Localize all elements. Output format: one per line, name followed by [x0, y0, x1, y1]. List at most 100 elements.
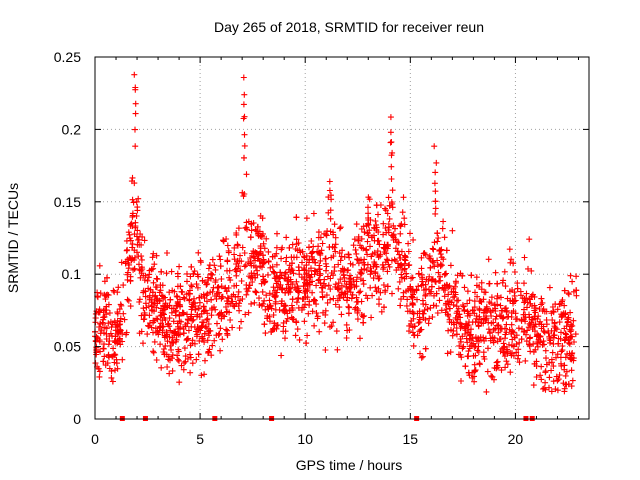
data-point — [271, 270, 278, 277]
data-point — [184, 270, 190, 277]
data-point — [172, 328, 179, 335]
data-point — [224, 332, 231, 339]
data-point — [169, 367, 176, 374]
data-point — [225, 285, 232, 291]
data-point — [174, 356, 181, 363]
data-point — [543, 361, 550, 368]
data-point — [424, 306, 431, 312]
data-point — [468, 272, 475, 279]
data-point — [279, 244, 286, 251]
data-point — [386, 202, 393, 209]
data-point — [559, 347, 566, 354]
data-point — [543, 355, 549, 362]
data-point — [292, 332, 299, 339]
data-point — [548, 388, 555, 395]
data-point — [326, 178, 333, 185]
data-point — [330, 253, 337, 260]
data-point — [396, 278, 403, 285]
data-point — [419, 353, 426, 360]
data-point — [341, 290, 348, 297]
data-point — [260, 252, 266, 259]
data-point — [343, 335, 350, 341]
data-point — [255, 251, 262, 258]
data-point — [154, 316, 161, 323]
data-point — [377, 251, 384, 258]
data-point — [365, 210, 372, 217]
data-point — [480, 349, 487, 356]
data-point — [415, 270, 422, 277]
data-point — [488, 294, 495, 301]
data-point — [212, 266, 219, 273]
data-point — [134, 249, 140, 256]
data-point — [438, 307, 445, 314]
data-point — [399, 209, 406, 216]
data-point — [523, 338, 530, 345]
data-point — [101, 329, 107, 336]
data-point — [241, 131, 248, 138]
data-point — [345, 251, 352, 258]
data-point — [220, 312, 226, 319]
data-point — [432, 205, 439, 212]
data-point — [262, 330, 269, 337]
data-point — [283, 254, 290, 261]
data-point — [247, 258, 254, 265]
data-point — [293, 214, 300, 221]
data-point — [405, 262, 412, 269]
data-point — [100, 358, 107, 365]
data-point — [332, 283, 339, 290]
data-point — [166, 302, 173, 309]
data-point — [217, 256, 224, 263]
data-point — [339, 265, 346, 272]
data-point — [557, 335, 564, 342]
data-point — [487, 337, 494, 344]
data-point — [510, 308, 517, 315]
data-point — [515, 346, 522, 353]
data-point — [503, 305, 509, 312]
data-point — [452, 278, 459, 285]
data-point — [401, 215, 408, 222]
data-point — [429, 258, 436, 265]
data-point — [181, 345, 188, 352]
data-point — [511, 292, 518, 299]
data-point — [223, 326, 230, 333]
data-point — [306, 281, 313, 288]
data-point — [546, 284, 553, 291]
data-point — [218, 295, 225, 302]
data-point — [220, 237, 227, 244]
data-point — [327, 207, 334, 214]
data-point — [471, 361, 478, 368]
data-point — [204, 280, 211, 287]
data-point — [219, 336, 226, 343]
data-point — [322, 347, 329, 353]
data-point — [348, 295, 355, 302]
data-point — [135, 253, 142, 260]
data-point — [453, 310, 460, 317]
data-point — [156, 324, 163, 331]
data-point — [328, 196, 335, 203]
data-point — [145, 322, 151, 329]
data-point — [162, 317, 169, 323]
data-point — [410, 302, 417, 308]
data-point — [270, 312, 277, 318]
data-point — [462, 363, 469, 370]
data-point — [260, 300, 267, 307]
data-point — [303, 215, 310, 222]
data-point — [148, 307, 155, 314]
data-point — [97, 320, 104, 327]
data-point — [352, 246, 359, 253]
data-point — [296, 271, 303, 278]
data-point — [233, 230, 240, 236]
data-point — [134, 227, 141, 234]
data-point — [173, 293, 180, 299]
data-point — [514, 285, 521, 292]
data-point — [161, 346, 167, 352]
data-point — [174, 320, 181, 327]
data-point — [472, 343, 479, 350]
data-point — [199, 277, 206, 284]
data-point — [129, 244, 136, 251]
data-point — [160, 293, 166, 300]
data-point — [187, 351, 193, 358]
data-point — [370, 275, 377, 282]
data-point — [379, 261, 386, 268]
data-point — [195, 351, 202, 358]
